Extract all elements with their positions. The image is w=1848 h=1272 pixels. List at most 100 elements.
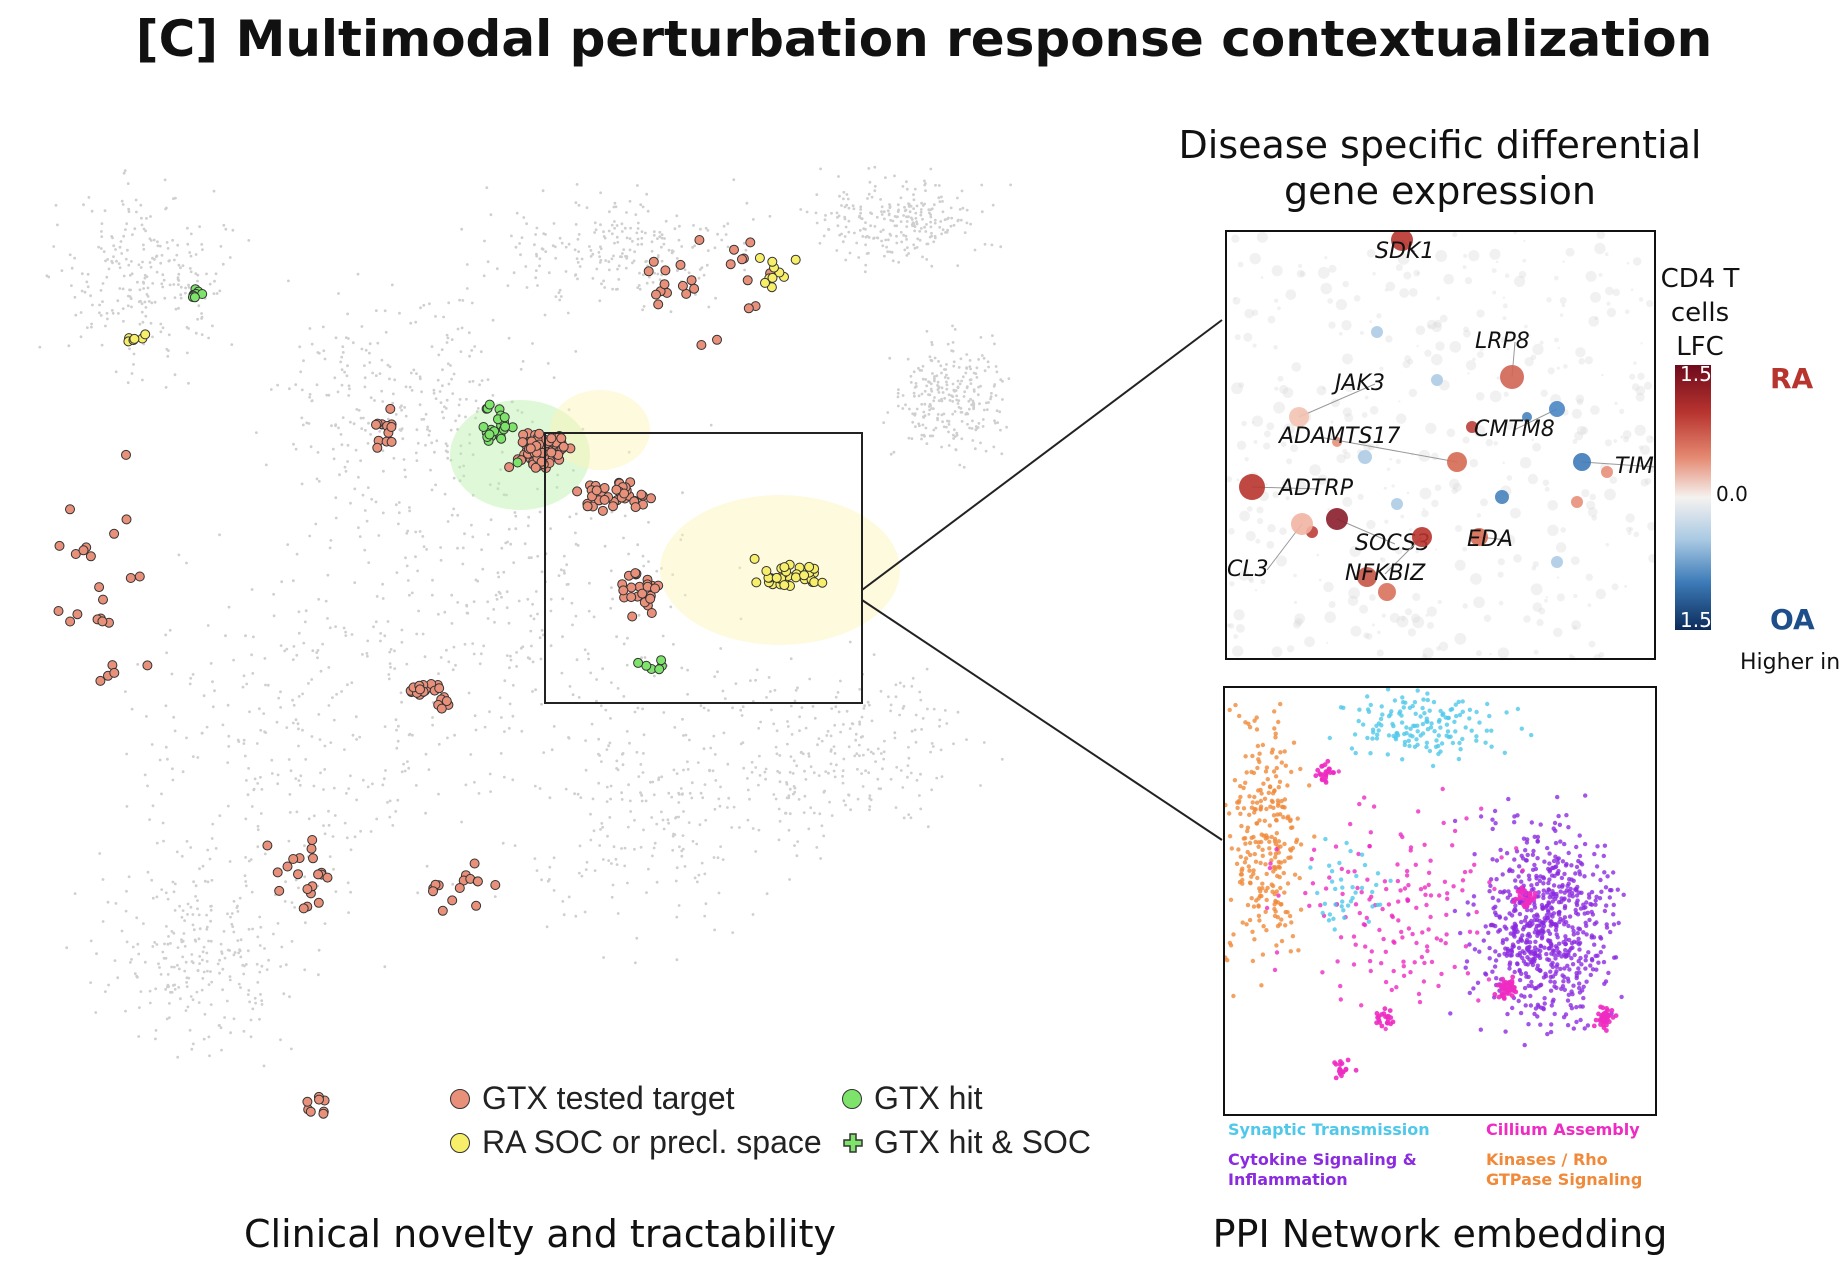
background-point — [496, 571, 500, 575]
background-point — [515, 211, 519, 215]
background-point — [135, 210, 138, 214]
ppi-node — [1428, 914, 1433, 920]
ppi-node — [1357, 801, 1362, 807]
lfc-background-point — [1410, 613, 1421, 623]
background-point — [815, 221, 819, 225]
background-point — [322, 824, 325, 827]
background-point — [888, 356, 892, 360]
background-point — [620, 230, 624, 233]
ppi-node — [1273, 841, 1278, 847]
background-point — [667, 248, 671, 252]
background-point — [946, 342, 950, 346]
ppi-node — [1370, 727, 1376, 732]
background-point — [344, 469, 348, 473]
ppi-node — [1263, 909, 1268, 914]
background-point — [627, 783, 630, 787]
ppi-node — [1563, 934, 1568, 939]
background-point — [829, 750, 833, 753]
background-point — [173, 296, 177, 299]
annotated-point — [608, 501, 618, 512]
background-point — [703, 872, 707, 876]
ppi-node — [1401, 959, 1406, 964]
background-point — [940, 232, 943, 236]
ppi-node — [1348, 821, 1353, 827]
background-point — [567, 736, 570, 739]
ppi-node — [1538, 822, 1543, 827]
background-point — [485, 186, 489, 189]
lfc-background-point — [1506, 475, 1513, 481]
ppi-node — [1547, 851, 1552, 856]
lfc-gene-point — [1391, 498, 1403, 510]
lfc-background-point — [1328, 600, 1336, 609]
background-point — [564, 787, 568, 791]
ppi-node — [1483, 972, 1489, 977]
background-point — [494, 593, 498, 597]
background-point — [947, 420, 951, 423]
lfc-gene-point — [1431, 374, 1443, 386]
background-point — [191, 755, 195, 758]
gene-label: CL3 — [1227, 557, 1269, 582]
lfc-background-point — [1282, 387, 1294, 399]
annotated-point — [618, 585, 629, 596]
ppi-node — [1529, 908, 1534, 913]
ppi-node — [1255, 765, 1260, 771]
ppi-node — [1538, 948, 1543, 954]
ppi-node — [1597, 896, 1603, 901]
background-point — [533, 857, 537, 860]
background-point — [639, 791, 642, 795]
annotated-point — [454, 883, 465, 893]
background-point — [903, 209, 907, 213]
lfc-background-point — [1476, 513, 1482, 518]
background-point — [864, 221, 867, 224]
background-point — [924, 378, 928, 381]
lfc-background-point — [1386, 467, 1391, 471]
ppi-node — [1246, 721, 1251, 726]
ppi-node — [1253, 859, 1259, 864]
background-point — [598, 844, 602, 847]
background-point — [156, 244, 160, 248]
background-point — [862, 753, 865, 757]
ppi-node — [1564, 813, 1569, 818]
background-point — [104, 990, 107, 993]
lfc-background-point — [1385, 335, 1393, 343]
ppi-node — [1538, 944, 1543, 949]
background-point — [589, 812, 592, 816]
ppi-node — [1533, 866, 1539, 872]
ppi-node — [1311, 847, 1317, 852]
ppi-node — [1401, 973, 1407, 978]
background-point — [631, 261, 634, 265]
background-point — [160, 282, 164, 286]
background-point — [891, 219, 895, 223]
background-point — [439, 558, 443, 562]
ppi-node — [1370, 889, 1375, 895]
ppi-node — [1268, 851, 1273, 856]
background-point — [185, 985, 189, 988]
background-point — [612, 205, 616, 209]
background-point — [230, 912, 234, 915]
ppi-node — [1353, 750, 1358, 756]
lfc-background-point — [1273, 401, 1285, 414]
background-point — [403, 406, 406, 409]
ppi-node — [1506, 889, 1511, 894]
ppi-node — [1592, 851, 1597, 857]
lfc-background-point — [1643, 381, 1653, 390]
background-point — [452, 476, 456, 480]
background-point — [868, 703, 871, 707]
background-point — [655, 822, 659, 826]
background-point — [400, 640, 404, 644]
ppi-node — [1615, 887, 1620, 892]
lfc-background-point — [1255, 538, 1261, 544]
background-point — [161, 285, 165, 289]
ppi-node — [1574, 902, 1580, 908]
ppi-node — [1252, 851, 1257, 857]
background-point — [209, 919, 213, 923]
ppi-node — [1258, 860, 1263, 866]
background-point — [246, 949, 250, 953]
background-point — [572, 469, 575, 472]
lfc-background-point — [1327, 508, 1330, 511]
background-point — [589, 838, 593, 842]
background-point — [846, 197, 850, 201]
ppi-node — [1453, 729, 1458, 734]
background-point — [200, 731, 204, 735]
background-point — [200, 315, 204, 319]
